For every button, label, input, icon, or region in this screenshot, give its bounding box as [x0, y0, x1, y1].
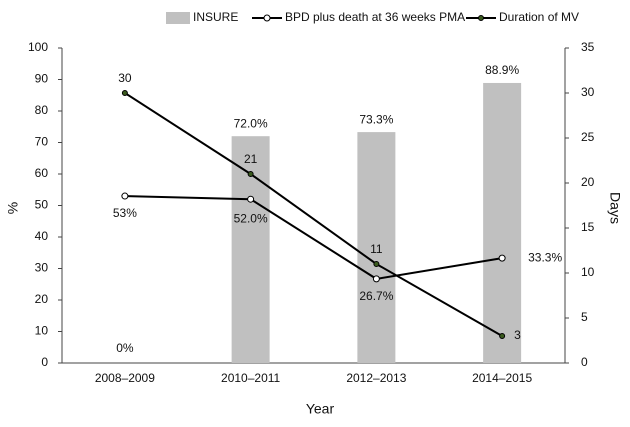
data-label: 52.0%	[234, 211, 268, 225]
data-label: 33.3%	[528, 250, 562, 264]
y-tick-label: 40	[35, 229, 49, 243]
y2-tick-label: 5	[581, 310, 588, 324]
x-tick-label: 2014–2015	[472, 371, 532, 385]
marker	[247, 195, 255, 203]
line	[124, 195, 503, 280]
y-tick-label: 20	[35, 292, 49, 306]
bar	[231, 136, 270, 363]
y2-tick-label: 0	[581, 355, 588, 369]
y2-tick-label: 30	[581, 85, 595, 99]
legend-marker	[263, 14, 271, 22]
marker	[121, 90, 128, 96]
legend-label: Duration of MV	[499, 10, 579, 24]
y2-tick-label: 20	[581, 175, 595, 189]
data-label: 11	[370, 242, 383, 256]
marker	[247, 171, 254, 177]
y2-axis-title: Days	[607, 192, 623, 224]
marker	[121, 192, 129, 200]
legend-swatch	[166, 12, 190, 24]
x-tick-label: 2008–2009	[95, 371, 155, 385]
y-tick-label: 90	[35, 72, 49, 86]
y2-tick-label: 10	[581, 265, 595, 279]
data-label: 73.3%	[359, 112, 393, 126]
legend-label: INSURE	[193, 10, 238, 24]
marker	[498, 254, 506, 262]
data-label: 0%	[116, 341, 134, 355]
legend-label: BPD plus death at 36 weeks PMA	[285, 10, 465, 24]
y-tick-label: 30	[35, 261, 49, 275]
y-tick-label: 70	[35, 135, 49, 149]
y-tick-label: 50	[35, 198, 49, 212]
data-label: 26.7%	[359, 289, 393, 303]
bar	[483, 82, 522, 363]
y-axis-title: %	[5, 202, 21, 214]
data-label: 53%	[113, 206, 137, 220]
y-tick-label: 100	[28, 40, 48, 54]
data-label: 3	[514, 328, 521, 342]
x-tick-label: 2010–2011	[221, 371, 281, 385]
line	[124, 92, 503, 337]
x-axis-title: Year	[306, 401, 335, 417]
y2-tick-label: 35	[581, 40, 595, 54]
x-tick-label: 2012–2013	[346, 371, 406, 385]
data-label: 30	[118, 71, 132, 85]
marker	[372, 275, 380, 283]
data-label: 88.9%	[485, 63, 519, 77]
y2-tick-label: 25	[581, 130, 595, 144]
y-tick-label: 80	[35, 103, 49, 117]
marker	[373, 261, 380, 267]
y-tick-label: 60	[35, 166, 49, 180]
y-tick-label: 10	[35, 324, 49, 338]
y-tick-label: 0	[41, 355, 48, 369]
data-label: 72.0%	[234, 116, 268, 130]
marker	[499, 333, 506, 339]
y2-tick-label: 15	[581, 220, 595, 234]
data-label: 21	[244, 152, 258, 166]
bar	[357, 132, 396, 363]
legend-marker	[478, 15, 484, 21]
